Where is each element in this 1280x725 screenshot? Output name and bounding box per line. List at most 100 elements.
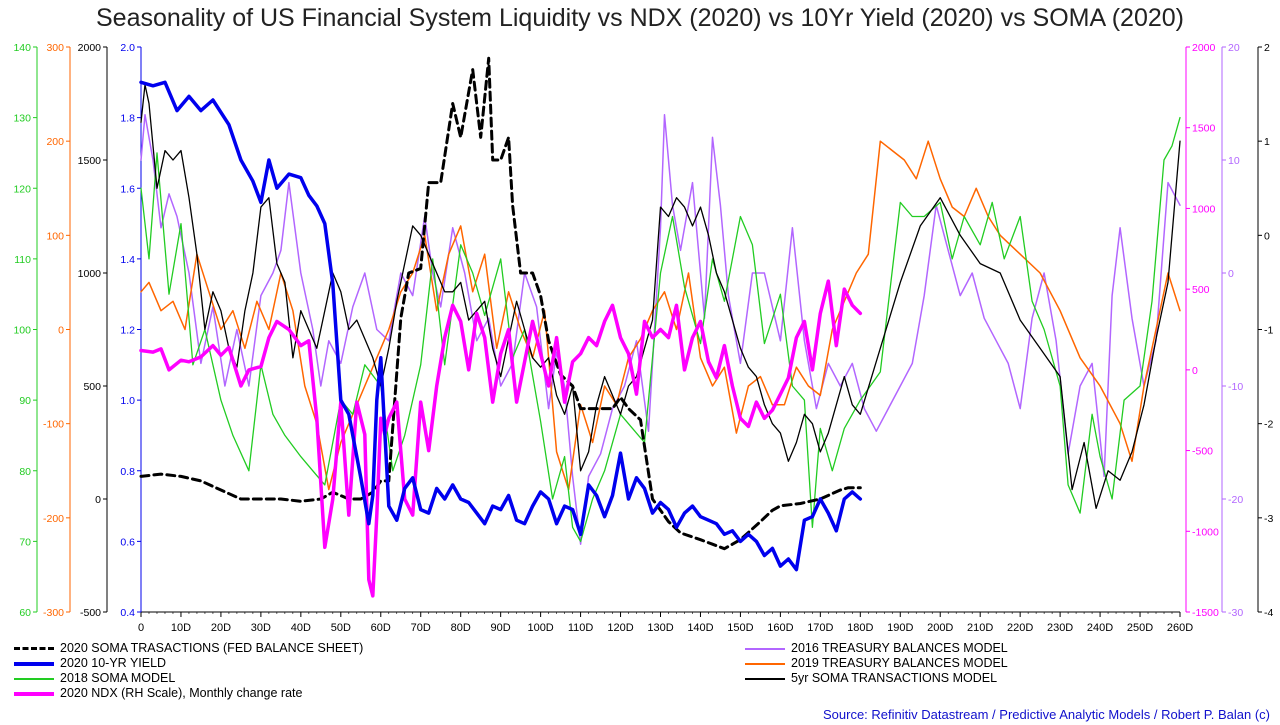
x-tick-label: 250D xyxy=(1127,622,1153,634)
legend-label: 2020 10-YR YIELD xyxy=(60,656,167,670)
y-axis-blue-tick-label: 1.8 xyxy=(120,113,135,125)
y-axis-green-tick-label: 90 xyxy=(19,395,31,407)
x-tick-label: 110D xyxy=(568,622,594,634)
y-axis-green-tick-label: 60 xyxy=(19,607,31,619)
y-axis-black-right-tick-label: -2 xyxy=(1264,419,1273,431)
legend-item-soma5yr: 5yr SOMA TRANSACTIONS MODEL xyxy=(745,670,997,686)
y-axis-black-left-tick-label: 0 xyxy=(95,494,101,506)
legend-item-tb2016: 2016 TREASURY BALANCES MODEL xyxy=(745,640,1008,656)
y-axis-magenta-tick-label: 0 xyxy=(1192,365,1198,377)
y-axis-black-left-tick-label: -500 xyxy=(80,607,101,619)
y-axis-blue-tick-label: 0.4 xyxy=(120,607,135,619)
x-tick-label: 230D xyxy=(1047,622,1073,634)
y-axis-magenta-tick-label: -1500 xyxy=(1192,607,1219,619)
legend-right: 2016 TREASURY BALANCES MODEL 2019 TREASU… xyxy=(745,640,1265,690)
series-soma5yr-line xyxy=(140,84,1181,510)
x-tick-label: 130D xyxy=(647,622,673,634)
y-axis-black-right-tick-label: 2 xyxy=(1264,42,1270,54)
legend-item-tb2019: 2019 TREASURY BALANCES MODEL xyxy=(745,655,1008,671)
series-yield2020-line xyxy=(139,80,863,572)
y-axis-orange-tick-label: 0 xyxy=(58,325,64,337)
x-tick-label: 80D xyxy=(451,622,471,634)
x-tick-label: 180D xyxy=(847,622,873,634)
y-axis-black-right-tick-label: -3 xyxy=(1264,513,1273,525)
legend-left: 2020 SOMA TRASACTIONS (FED BALANCE SHEET… xyxy=(14,640,574,706)
y-axis-orange-tick-label: -300 xyxy=(43,607,64,619)
legend-item-yield2020: 2020 10-YR YIELD xyxy=(14,655,166,671)
x-tick-label: 150D xyxy=(727,622,753,634)
legend-swatch-ndx2020 xyxy=(14,691,54,696)
series-soma2020-line xyxy=(139,56,862,551)
y-axis-purple-tick-label: 10 xyxy=(1228,155,1240,167)
series-tb2019-line xyxy=(140,140,1181,491)
legend-swatch-soma2020 xyxy=(14,647,54,651)
axes-layer: 0 10D 20D 30D 40D 50D 60D 70D 80D 90D 100D 110D 120D… xyxy=(13,42,1273,634)
y-axis-magenta-tick-label: 500 xyxy=(1192,284,1210,296)
y-axis-black-right-tick-label: -4 xyxy=(1264,607,1273,619)
x-tick-label: 140D xyxy=(687,622,713,634)
legend-label: 2018 SOMA MODEL xyxy=(60,671,176,685)
legend-swatch-soma2018 xyxy=(14,677,54,680)
y-axis-blue-tick-label: 1.4 xyxy=(120,254,135,266)
y-axis-purple-tick-label: 0 xyxy=(1228,268,1234,280)
x-tick-label: 100D xyxy=(527,622,553,634)
y-axis-green-tick-label: 120 xyxy=(13,183,31,195)
y-axis-magenta-tick-label: -500 xyxy=(1192,446,1213,458)
y-axis-black-left-tick-label: 2000 xyxy=(78,42,102,54)
x-tick-label: 170D xyxy=(807,622,833,634)
x-tick-label: 220D xyxy=(1007,622,1033,634)
x-tick-label: 50D xyxy=(331,622,351,634)
y-axis-blue-tick-label: 0.8 xyxy=(120,466,135,478)
y-axis-purple-tick-label: -30 xyxy=(1228,607,1243,619)
legend-swatch-soma5yr xyxy=(745,677,785,680)
y-axis-purple-tick-label: 20 xyxy=(1228,42,1240,54)
y-axis-orange-tick-label: 100 xyxy=(46,230,64,242)
legend-label: 2019 TREASURY BALANCES MODEL xyxy=(791,656,1008,670)
series-ndx2020-line xyxy=(139,279,863,598)
y-axis-black-right-tick-label: 0 xyxy=(1264,230,1270,242)
y-axis-magenta-tick-label: 1000 xyxy=(1192,203,1216,215)
legend-swatch-yield2020 xyxy=(14,661,54,666)
y-axis-magenta-tick-label: 1500 xyxy=(1192,123,1216,135)
x-tick-label: 30D xyxy=(251,622,271,634)
source-note: Source: Refinitiv Datastream / Predictiv… xyxy=(822,707,1270,722)
x-tick-label: 160D xyxy=(767,622,793,634)
legend-item-soma2020: 2020 SOMA TRASACTIONS (FED BALANCE SHEET… xyxy=(14,640,363,656)
y-axis-black-left-tick-label: 1000 xyxy=(78,268,102,280)
legend-item-soma2018: 2018 SOMA MODEL xyxy=(14,670,175,686)
y-axis-blue-tick-label: 2.0 xyxy=(120,42,135,54)
y-axis-orange-tick-label: 300 xyxy=(46,42,64,54)
y-axis-orange-tick-label: -100 xyxy=(43,419,64,431)
x-tick-label: 10D xyxy=(171,622,191,634)
x-tick-label: 40D xyxy=(291,622,311,634)
y-axis-blue-tick-label: 0.6 xyxy=(120,536,135,548)
x-tick-label: 210D xyxy=(967,622,993,634)
series-soma2018-line xyxy=(140,116,1181,543)
y-axis-orange-tick-label: -200 xyxy=(43,513,64,525)
legend-label: 2020 SOMA TRASACTIONS (FED BALANCE SHEET… xyxy=(60,641,364,655)
x-tick-label: 70D xyxy=(411,622,431,634)
y-axis-green-tick-label: 100 xyxy=(13,325,31,337)
y-axis-orange-tick-label: 200 xyxy=(46,136,64,148)
legend-label: 2020 NDX (RH Scale), Monthly change rate xyxy=(60,686,303,700)
y-axis-black-left-tick-label: 1500 xyxy=(78,155,102,167)
y-axis-blue-tick-label: 1.2 xyxy=(120,325,135,337)
x-tick-label: 0 xyxy=(138,622,144,634)
x-tick-label: 60D xyxy=(371,622,391,634)
series-tb2016-line xyxy=(140,114,1181,545)
y-axis-magenta-tick-label: -1000 xyxy=(1192,526,1219,538)
series-layer xyxy=(139,56,1181,598)
y-axis-green-tick-label: 80 xyxy=(19,466,31,478)
y-axis-blue-tick-label: 1.6 xyxy=(120,183,135,195)
y-axis-green-tick-label: 70 xyxy=(19,536,31,548)
y-axis-green-tick-label: 140 xyxy=(13,42,31,54)
x-tick-label: 20D xyxy=(211,622,231,634)
x-tick-label: 120D xyxy=(607,622,633,634)
y-axis-green-tick-label: 110 xyxy=(14,254,31,266)
legend-label: 2016 TREASURY BALANCES MODEL xyxy=(791,641,1008,655)
x-tick-label: 90D xyxy=(491,622,511,634)
chart-title: Seasonality of US Financial System Liqui… xyxy=(96,4,1184,32)
y-axis-black-left-tick-label: 500 xyxy=(83,381,101,393)
y-axis-blue-tick-label: 1.0 xyxy=(120,395,135,407)
legend-swatch-tb2019 xyxy=(745,662,785,665)
